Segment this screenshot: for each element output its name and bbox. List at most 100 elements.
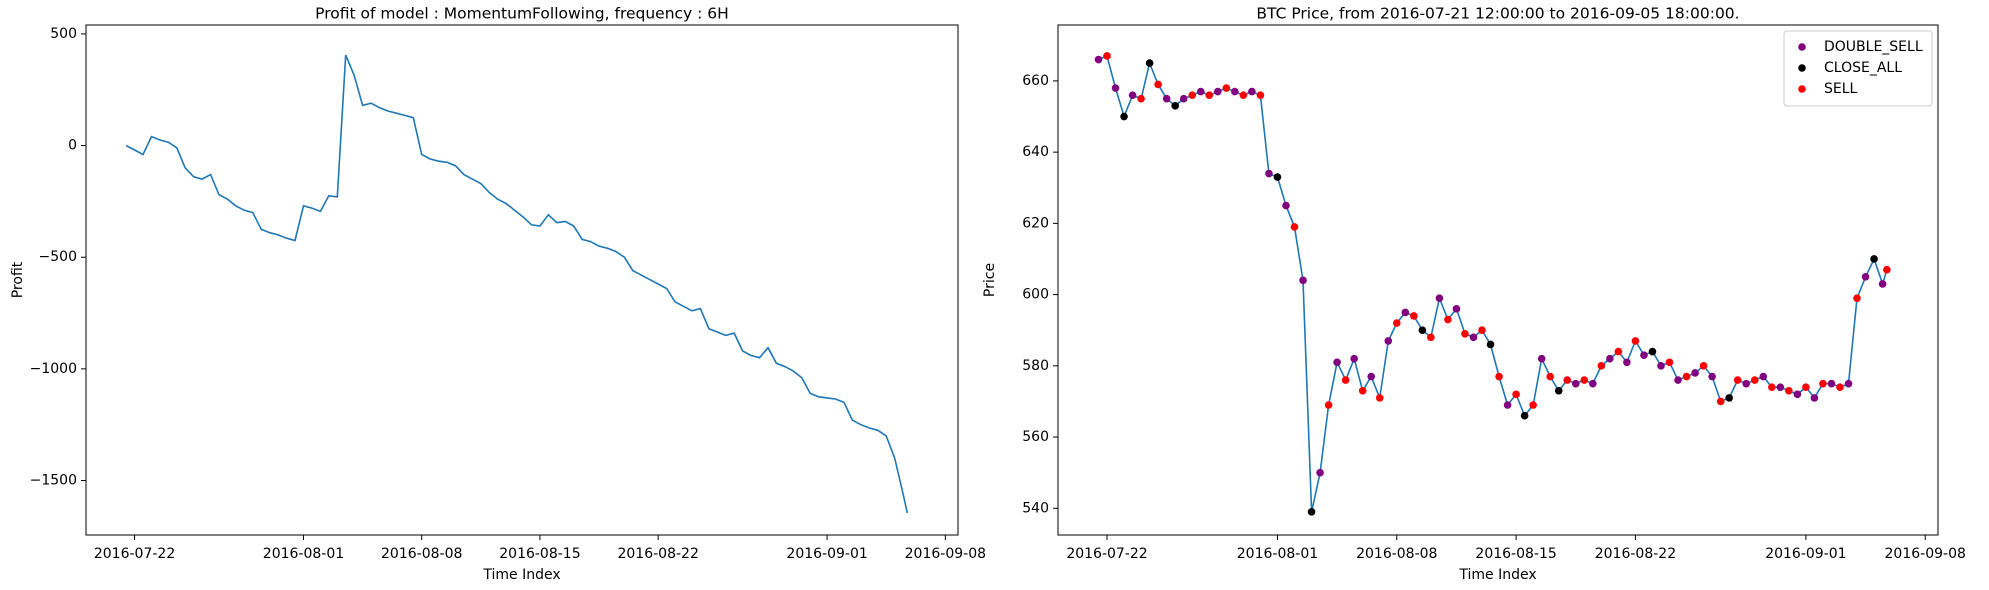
scatter-point [1478, 326, 1486, 335]
chart-title: Profit of model : MomentumFollowing, fre… [315, 5, 729, 23]
y-tick-label: 500 [50, 26, 77, 42]
y-tick-label: 600 [1022, 287, 1049, 303]
scatter-point [1248, 87, 1256, 96]
legend-marker [1798, 43, 1806, 51]
y-tick-label: 0 [68, 138, 77, 154]
scatter-point [1827, 379, 1836, 388]
scatter-point [1631, 337, 1640, 345]
scatter-point [1495, 372, 1503, 381]
scatter-point [1503, 401, 1512, 409]
scatter-point [1793, 390, 1802, 399]
scatter-point [1392, 319, 1401, 327]
scatter-point [1844, 379, 1853, 388]
scatter-point [1469, 333, 1478, 342]
x-tick-label: 2016-07-22 [1066, 546, 1147, 562]
scatter-point [1640, 351, 1648, 359]
x-tick-label: 2016-08-08 [381, 546, 462, 562]
scatter-point [1665, 358, 1674, 367]
x-axis-label: Time Index [482, 567, 560, 583]
chart-title: BTC Price, from 2016-07-21 12:00:00 to 2… [1256, 5, 1739, 23]
scatter-point [1878, 280, 1887, 288]
scatter-point [1375, 394, 1384, 402]
scatter-point [1239, 91, 1248, 99]
scatter-point [1307, 508, 1316, 516]
scatter-point [1546, 372, 1555, 381]
scatter-point [1768, 383, 1776, 391]
scatter-point [1861, 272, 1870, 281]
scatter-point [1222, 84, 1231, 92]
legend-label: SELL [1824, 81, 1858, 97]
scatter-point [1580, 376, 1589, 384]
scatter-point [1461, 329, 1469, 338]
scatter-point [1384, 337, 1393, 345]
scatter-point [1870, 255, 1878, 263]
x-tick-label: 2016-08-01 [263, 546, 344, 562]
scatter-point [1725, 394, 1733, 402]
scatter-point [1299, 276, 1307, 285]
scatter-point [1606, 354, 1614, 363]
scatter-point [1597, 362, 1606, 370]
y-axis-label: Price [982, 263, 998, 297]
scatter-point [1171, 102, 1179, 110]
x-tick-label: 2016-08-15 [499, 546, 580, 562]
scatter-point [1785, 386, 1793, 395]
scatter-point [1128, 91, 1137, 99]
scatter-point [1162, 94, 1171, 103]
legend-marker [1798, 85, 1806, 93]
scatter-point [1120, 112, 1128, 121]
scatter-point [1853, 294, 1861, 302]
scatter-point [1273, 173, 1282, 181]
y-tick-label: −1500 [30, 473, 77, 489]
y-axis-label: Profit [10, 261, 26, 298]
legend-marker [1798, 64, 1806, 72]
scatter-point [1682, 372, 1691, 381]
x-axis-label: Time Index [1458, 567, 1536, 583]
scatter-point [1512, 390, 1520, 399]
x-tick-label: 2016-08-01 [1237, 546, 1318, 562]
scatter-point [1435, 294, 1444, 302]
y-tick-label: 580 [1022, 358, 1049, 374]
scatter-point [1196, 87, 1205, 96]
scatter-point [1333, 358, 1341, 367]
scatter-point [1401, 308, 1410, 317]
scatter-point [1188, 91, 1197, 99]
axes-frame [85, 24, 959, 536]
scatter-point [1554, 386, 1563, 395]
scatter-point [1350, 354, 1358, 363]
y-tick-label: 660 [1022, 73, 1049, 89]
scatter-point [1341, 376, 1350, 384]
scatter-point [1819, 379, 1827, 388]
scatter-point [1776, 383, 1785, 391]
scatter-point [1699, 362, 1708, 370]
scatter-point [1657, 362, 1665, 370]
x-tick-label: 2016-09-01 [786, 546, 867, 562]
x-tick-label: 2016-09-08 [905, 546, 986, 562]
scatter-point [1145, 59, 1154, 67]
scatter-point [1486, 340, 1495, 349]
scatter-point [1256, 91, 1265, 99]
scatter-point [1367, 372, 1376, 381]
x-tick-label: 2016-08-08 [1356, 546, 1437, 562]
scatter-point [1179, 94, 1188, 103]
scatter-point [1205, 91, 1214, 99]
scatter-point [1529, 401, 1537, 409]
x-tick-label: 2016-08-22 [1595, 546, 1676, 562]
x-tick-label: 2016-07-22 [94, 546, 175, 562]
y-tick-label: 540 [1022, 500, 1049, 516]
scatter-point [1716, 397, 1725, 406]
scatter-point [1708, 372, 1716, 381]
scatter-point [1623, 358, 1631, 367]
legend-box [1783, 30, 1933, 107]
scatter-point [1231, 87, 1239, 96]
scatter-point [1137, 94, 1145, 103]
legend-label: CLOSE_ALL [1824, 60, 1902, 76]
scatter-point [1452, 305, 1461, 313]
scatter-point [1571, 379, 1580, 388]
scatter-point [1648, 347, 1657, 356]
line [1098, 54, 1888, 513]
scatter-point [1444, 315, 1452, 324]
legend-label: DOUBLE_SELL [1824, 39, 1923, 55]
scatter-point [1614, 347, 1623, 356]
y-tick-label: −500 [39, 249, 77, 265]
